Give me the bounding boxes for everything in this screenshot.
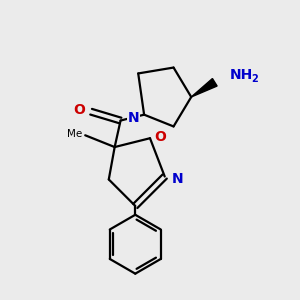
Text: N: N	[172, 172, 184, 186]
Polygon shape	[191, 79, 217, 97]
Text: Me: Me	[67, 129, 83, 139]
Text: 2: 2	[252, 74, 258, 84]
Text: N: N	[128, 111, 140, 124]
Text: N: N	[128, 111, 140, 124]
Text: NH: NH	[230, 68, 253, 82]
Text: O: O	[74, 103, 85, 117]
Text: O: O	[154, 130, 166, 144]
